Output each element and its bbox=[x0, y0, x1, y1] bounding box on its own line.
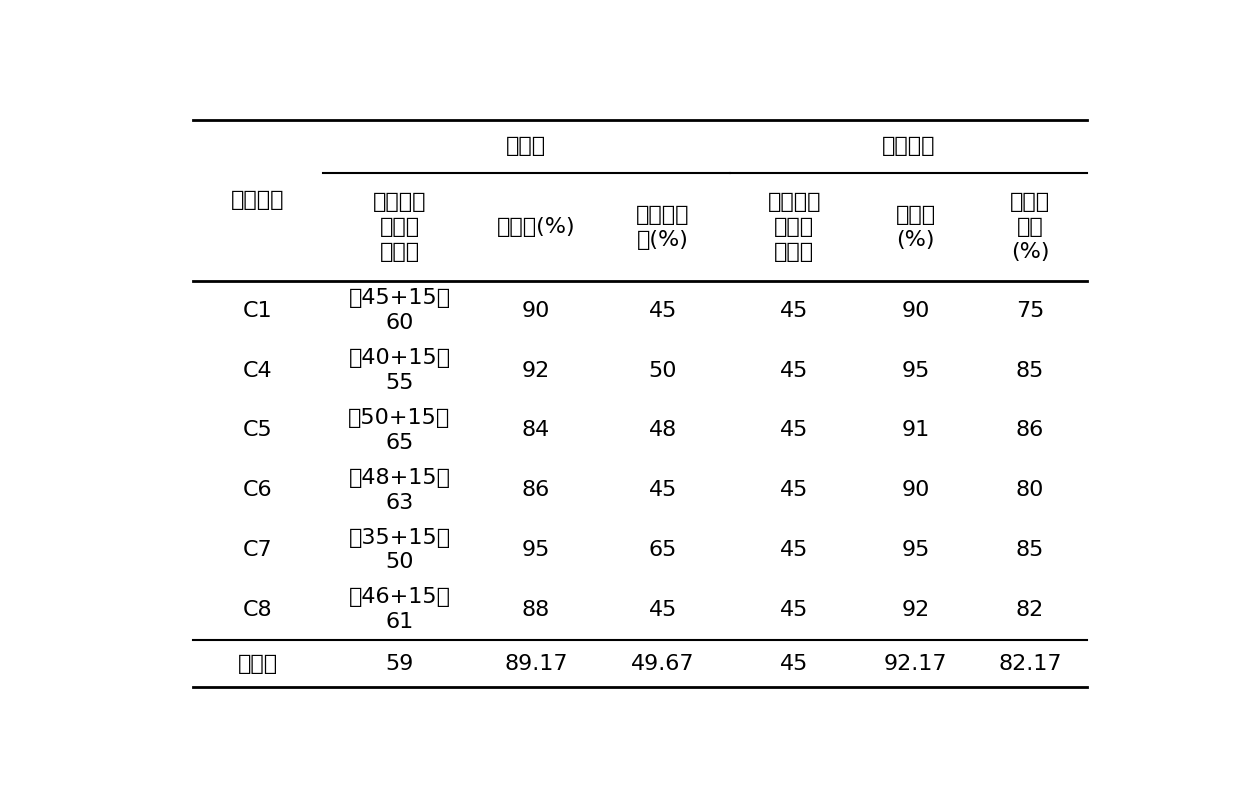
Text: 45: 45 bbox=[780, 481, 808, 500]
Text: 95: 95 bbox=[522, 540, 551, 560]
Text: 91: 91 bbox=[901, 420, 930, 440]
Text: 82.17: 82.17 bbox=[998, 653, 1061, 673]
Text: 生根加炼
苗时间
（天）: 生根加炼 苗时间 （天） bbox=[373, 193, 427, 262]
Text: （48+15）
63: （48+15） 63 bbox=[348, 468, 450, 512]
Text: 90: 90 bbox=[901, 481, 930, 500]
Text: 移栽成
活率
(%): 移栽成 活率 (%) bbox=[1011, 193, 1050, 262]
Text: 45: 45 bbox=[780, 361, 808, 381]
Text: 50: 50 bbox=[649, 361, 677, 381]
Text: 本实施例: 本实施例 bbox=[882, 136, 935, 156]
Text: 95: 95 bbox=[901, 361, 930, 381]
Text: 45: 45 bbox=[649, 301, 677, 321]
Text: 90: 90 bbox=[901, 301, 930, 321]
Text: 45: 45 bbox=[649, 600, 677, 620]
Text: 92: 92 bbox=[522, 361, 551, 381]
Text: （40+15）
55: （40+15） 55 bbox=[348, 348, 450, 393]
Text: C1: C1 bbox=[243, 301, 273, 321]
Text: 90: 90 bbox=[522, 301, 551, 321]
Text: 无性系号: 无性系号 bbox=[231, 190, 285, 210]
Text: 45: 45 bbox=[780, 540, 808, 560]
Text: 86: 86 bbox=[522, 481, 551, 500]
Text: 生根加炼
苗时间
（天）: 生根加炼 苗时间 （天） bbox=[768, 193, 821, 262]
Text: 49.67: 49.67 bbox=[631, 653, 694, 673]
Text: 59: 59 bbox=[386, 653, 414, 673]
Text: 生根率
(%): 生根率 (%) bbox=[895, 205, 936, 250]
Text: 45: 45 bbox=[780, 420, 808, 440]
Text: C4: C4 bbox=[243, 361, 273, 381]
Text: 80: 80 bbox=[1016, 481, 1044, 500]
Text: C5: C5 bbox=[243, 420, 273, 440]
Text: 89.17: 89.17 bbox=[505, 653, 568, 673]
Text: 85: 85 bbox=[1016, 540, 1044, 560]
Text: 82: 82 bbox=[1016, 600, 1044, 620]
Text: （45+15）
60: （45+15） 60 bbox=[348, 289, 450, 333]
Text: 85: 85 bbox=[1016, 361, 1044, 381]
Text: （50+15）
65: （50+15） 65 bbox=[348, 408, 450, 453]
Text: 生根率(%): 生根率(%) bbox=[497, 217, 575, 237]
Text: 88: 88 bbox=[522, 600, 551, 620]
Text: 48: 48 bbox=[649, 420, 677, 440]
Text: C8: C8 bbox=[243, 600, 273, 620]
Text: 75: 75 bbox=[1016, 301, 1044, 321]
Text: （46+15）
61: （46+15） 61 bbox=[348, 588, 450, 632]
Text: 95: 95 bbox=[901, 540, 930, 560]
Text: 对比例: 对比例 bbox=[506, 136, 546, 156]
Text: 45: 45 bbox=[780, 653, 808, 673]
Text: 移栽成活
率(%): 移栽成活 率(%) bbox=[636, 205, 689, 250]
Text: C7: C7 bbox=[243, 540, 273, 560]
Text: 45: 45 bbox=[649, 481, 677, 500]
Text: 84: 84 bbox=[522, 420, 551, 440]
Text: 45: 45 bbox=[780, 600, 808, 620]
Text: 92: 92 bbox=[901, 600, 930, 620]
Text: （35+15）
50: （35+15） 50 bbox=[348, 527, 450, 573]
Text: C6: C6 bbox=[243, 481, 273, 500]
Text: 92.17: 92.17 bbox=[884, 653, 947, 673]
Text: 平均值: 平均值 bbox=[238, 653, 278, 673]
Text: 65: 65 bbox=[649, 540, 677, 560]
Text: 45: 45 bbox=[780, 301, 808, 321]
Text: 86: 86 bbox=[1016, 420, 1044, 440]
